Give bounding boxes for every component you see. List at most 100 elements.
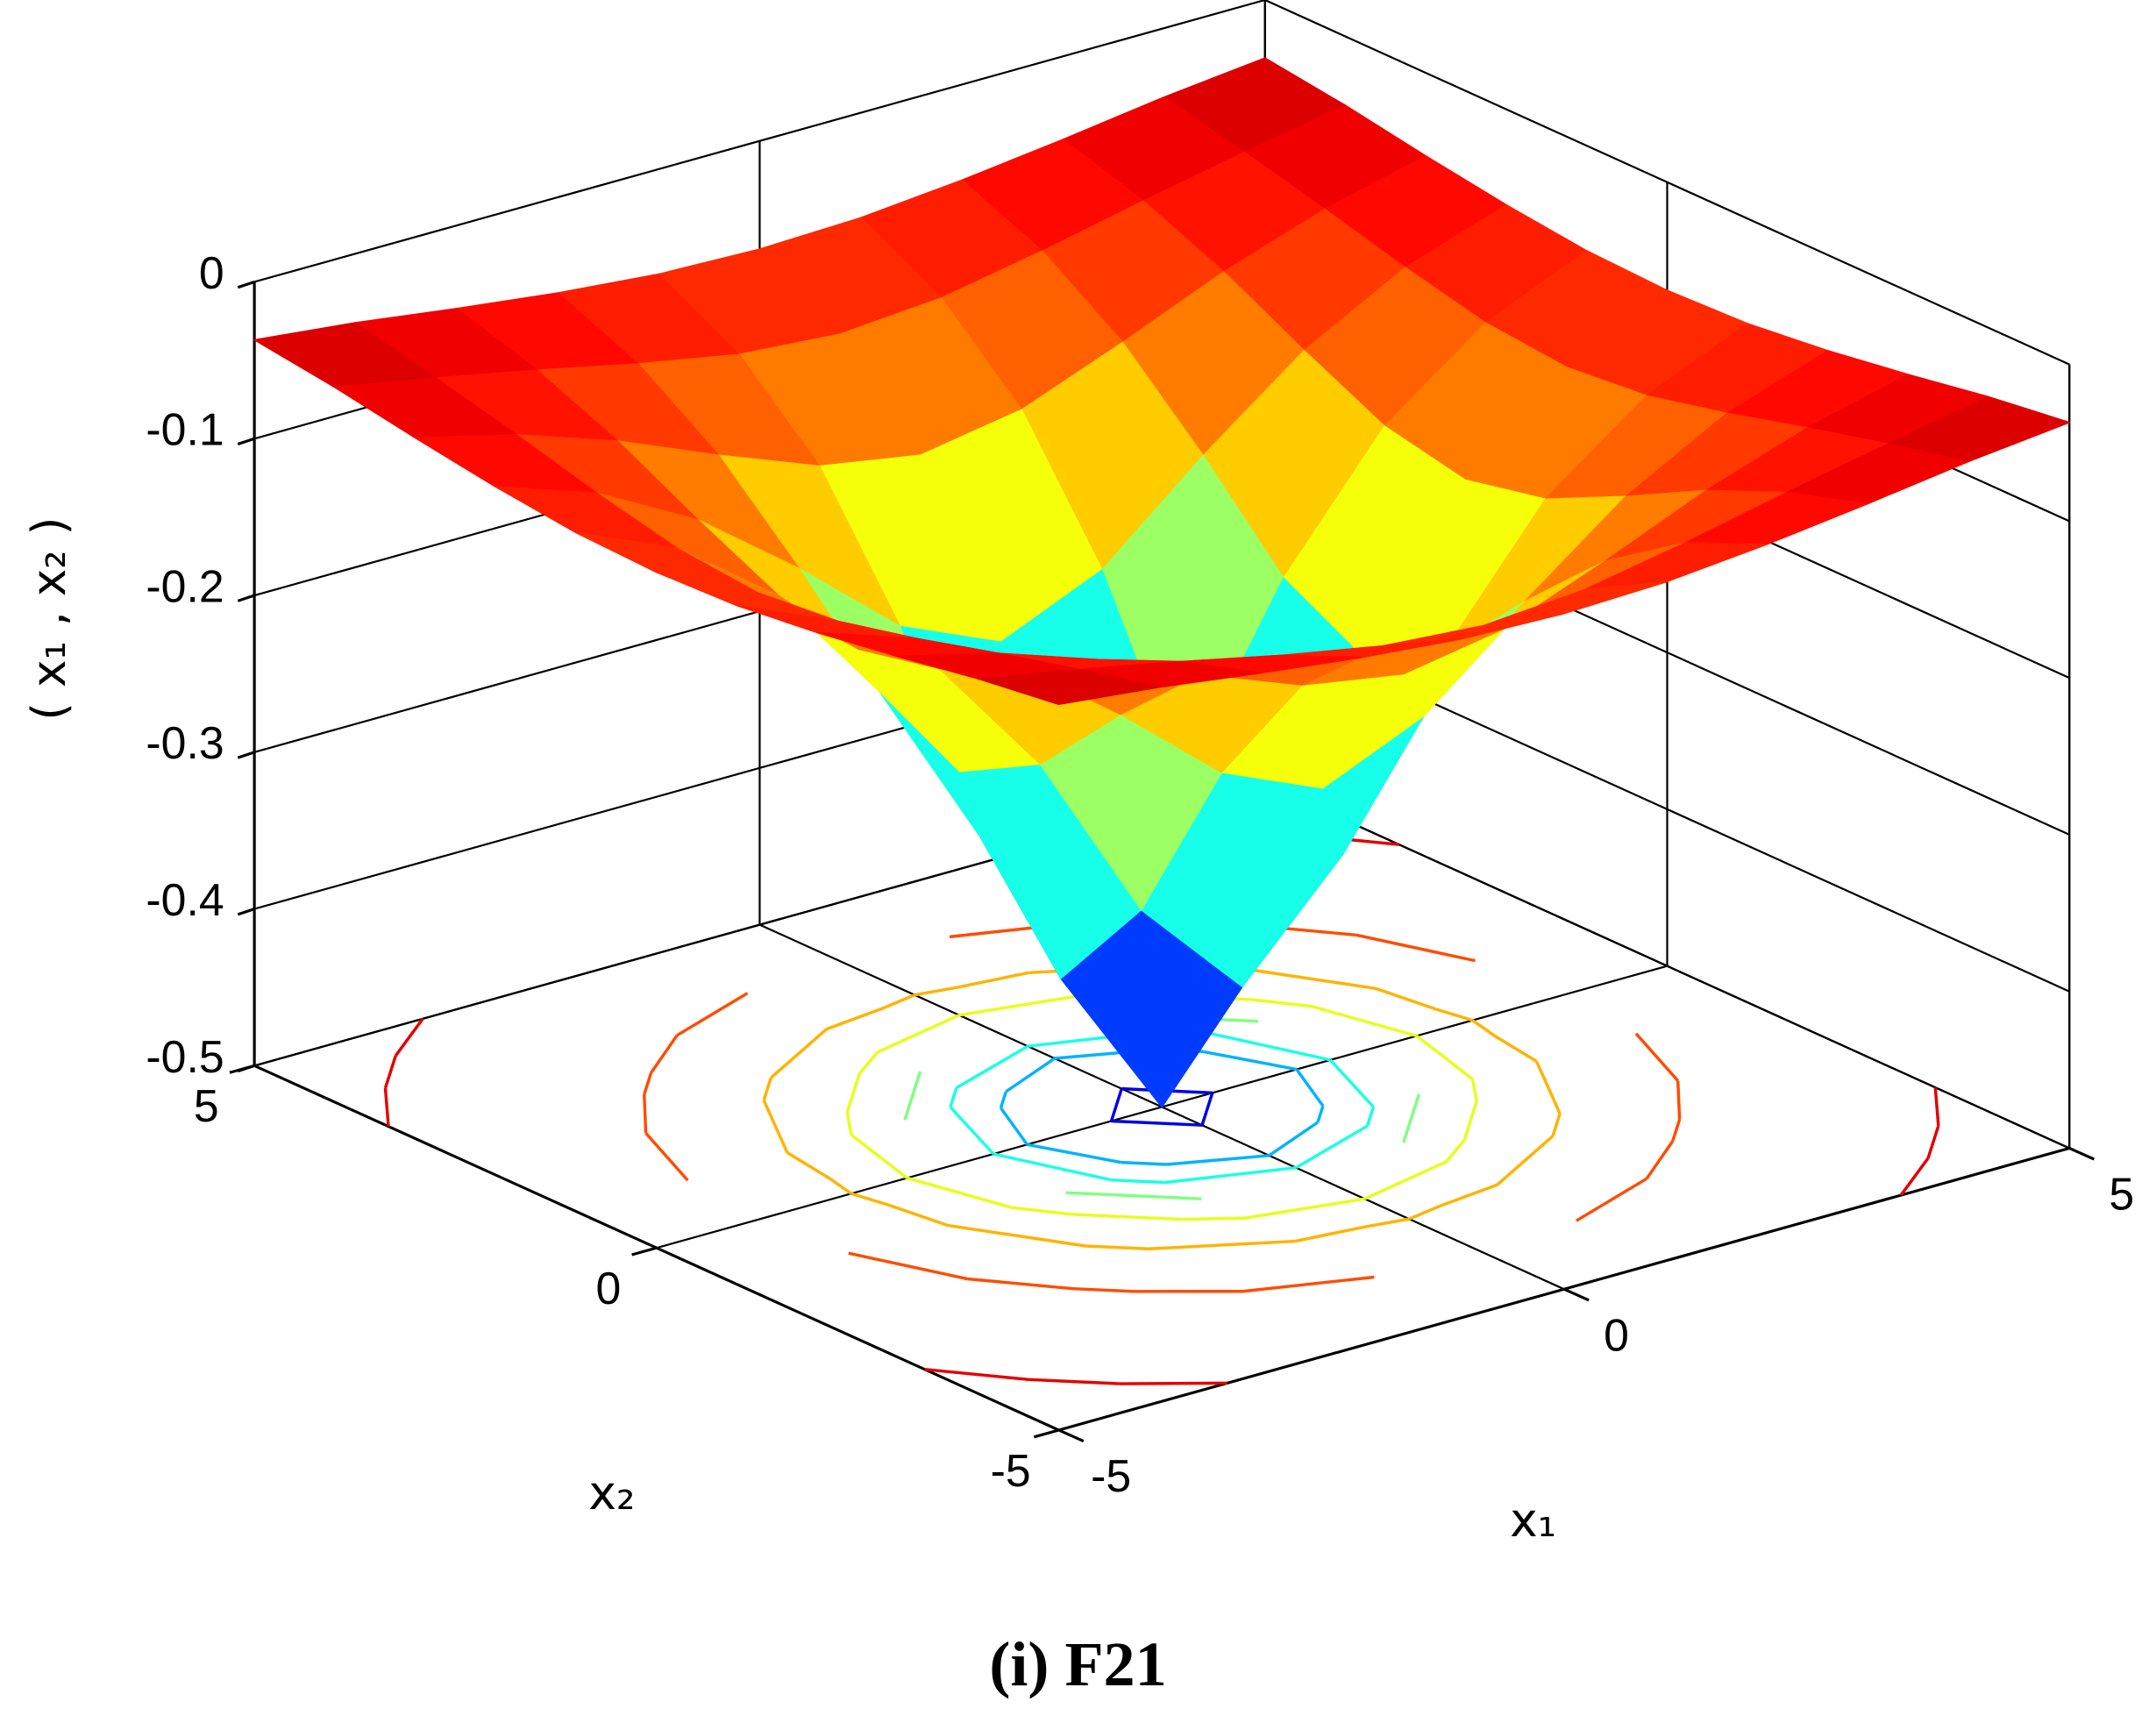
contour-segment (1311, 1004, 1418, 1038)
contour-segment (887, 1203, 949, 1228)
contour-segment (1243, 1197, 1365, 1220)
tick-mark (2068, 1147, 2096, 1161)
contour-segment (1493, 1034, 1538, 1063)
contour-segment (993, 1152, 1112, 1182)
contour-segment (642, 1093, 648, 1134)
contour-segment (1294, 1225, 1367, 1243)
surface-cell (978, 668, 1161, 706)
x1-axis-label: x₁ (1510, 1493, 1556, 1548)
contour-segment (1496, 1135, 1555, 1186)
contour-segment (1329, 1058, 1375, 1108)
x1-tick-label: -5 (1091, 1450, 1131, 1501)
tick-mark (237, 594, 255, 602)
contour-segment (1408, 1204, 1441, 1221)
contour-segment (383, 1055, 397, 1089)
contour-segment (924, 1367, 1029, 1382)
contour-segment (999, 1091, 1008, 1109)
tick-mark (1563, 1287, 1590, 1302)
contour-segment (1072, 1286, 1135, 1293)
contour-segment (877, 1014, 960, 1054)
x2-tick-label: -5 (991, 1445, 1031, 1496)
tick-mark (229, 1064, 255, 1074)
contour-segment (1671, 1119, 1682, 1142)
z-tick-label: -0.2 (146, 560, 224, 611)
contour-segment (1071, 1213, 1182, 1221)
contour-segment (1028, 1378, 1121, 1385)
tick-mark (1057, 1428, 1085, 1442)
contour-segment (644, 1132, 689, 1182)
contour-segment (956, 1044, 1029, 1090)
contour-segment (1634, 1032, 1680, 1082)
contour-segment (1111, 1119, 1203, 1127)
contour-segment (829, 1177, 852, 1195)
contour-segment (967, 1277, 1074, 1291)
x1-tick-label: 0 (1604, 1309, 1629, 1360)
tick-mark (237, 437, 255, 446)
z-tick-label: -0.1 (146, 404, 224, 455)
contour-segment (903, 1071, 922, 1121)
contour-segment (1899, 1157, 1930, 1197)
contour-segment (1435, 1007, 1473, 1022)
contour-segment (949, 1106, 995, 1156)
contour-segment (1027, 1143, 1121, 1164)
x2-tick-label: 0 (596, 1263, 622, 1314)
contour-segment (1470, 1079, 1478, 1102)
contour-segment (1166, 1154, 1270, 1166)
z-tick-label: 0 (199, 247, 224, 298)
contour-segment (848, 1251, 968, 1281)
tick-mark (1033, 1428, 1059, 1439)
contour-segment (762, 1077, 772, 1101)
contour-segment (1121, 1160, 1167, 1166)
contour-segment (1268, 1121, 1319, 1157)
contour-segment (1375, 986, 1437, 1011)
contour-segment (1365, 1106, 1376, 1127)
contour-segment (770, 1028, 828, 1079)
contour-segment (1356, 933, 1476, 963)
contour-segment (1065, 1191, 1202, 1200)
contour-segment (762, 1100, 789, 1154)
contour-segment (957, 971, 1029, 989)
z-tick-label: -0.4 (146, 874, 224, 925)
contour-segment (1295, 1124, 1369, 1170)
x2-axis-label: x₂ (588, 1466, 635, 1520)
contour-segment (1676, 1080, 1682, 1120)
tick-mark (237, 281, 255, 289)
contour-segment (850, 1133, 908, 1179)
x2-tick-label: 5 (194, 1080, 219, 1131)
contour-segment (1926, 1125, 1940, 1159)
contour-segment (1237, 966, 1377, 990)
contour-segment (1366, 1217, 1410, 1228)
contour-segment (786, 1150, 830, 1180)
contour-segment (650, 1034, 679, 1074)
contour-segment (1200, 1092, 1214, 1126)
contour-segment (857, 1050, 879, 1075)
contour-segment (1005, 1057, 1056, 1093)
contour-segment (883, 993, 915, 1010)
grid-line (1058, 1147, 2070, 1432)
contour-segment (845, 1112, 853, 1136)
x1-tick-label: 5 (2109, 1169, 2134, 1220)
tick-mark (631, 1246, 658, 1257)
contour-segment (643, 1072, 653, 1095)
contour-segment (1645, 1140, 1675, 1180)
contour-segment (1181, 1216, 1244, 1221)
contour-segment (1148, 1239, 1296, 1250)
contour-segment (1534, 1060, 1562, 1114)
contour-segment (1551, 1113, 1562, 1137)
contour-segment (907, 1176, 1013, 1209)
contour-segment (1462, 1100, 1478, 1142)
contour-segment (1471, 1019, 1496, 1037)
contour-segment (1402, 1093, 1421, 1143)
contour-segment (845, 1072, 861, 1114)
contour-segment (1164, 1165, 1297, 1185)
contour-segment (1242, 1275, 1375, 1293)
contour-segment (1119, 1381, 1227, 1385)
contour-segment (1251, 998, 1313, 1008)
contour-segment (1212, 1032, 1331, 1062)
z-axis-label: ( x₁ , x₂ ) (22, 517, 76, 721)
contour-segment (949, 1087, 958, 1108)
contour-segment (1000, 1107, 1028, 1146)
contour-segment (914, 986, 958, 997)
tick-mark (237, 908, 255, 916)
